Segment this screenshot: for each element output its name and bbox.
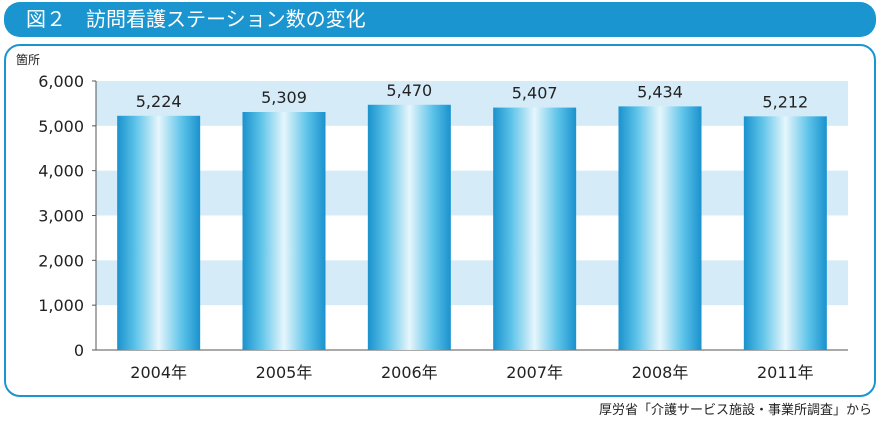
grid-band <box>96 81 848 126</box>
x-tick-label: 2011年 <box>757 363 814 382</box>
title-bar: 図２ 訪問看護ステーション数の変化 <box>4 2 876 37</box>
bar <box>117 115 201 350</box>
bar-value-label: 5,224 <box>136 92 182 111</box>
bar-value-label: 5,407 <box>512 84 558 103</box>
y-tick-label: 1,000 <box>38 296 84 315</box>
y-tick-label: 6,000 <box>38 72 84 91</box>
y-tick-label: 3,000 <box>38 207 84 226</box>
bar-value-label: 5,470 <box>386 81 432 100</box>
bar-value-label: 5,309 <box>261 88 307 107</box>
x-tick-label: 2008年 <box>632 363 689 382</box>
figure-title: 図２ 訪問看護ステーション数の変化 <box>26 7 366 31</box>
x-tick-label: 2007年 <box>506 363 563 382</box>
grid-band <box>96 260 848 306</box>
grid-band <box>96 170 848 216</box>
bar <box>367 104 451 351</box>
y-tick-label: 0 <box>74 341 84 360</box>
bar <box>743 116 827 350</box>
y-tick-label: 5,000 <box>38 117 84 136</box>
grid-bands <box>96 81 848 306</box>
x-tick-label: 2004年 <box>130 363 187 382</box>
axes <box>92 80 848 351</box>
labels: 0 1,000 2,000 3,000 4,000 5,000 6,000 箇所 5,224 20… <box>16 53 814 382</box>
x-tick-label: 2006年 <box>381 363 438 382</box>
bar-value-label: 5,434 <box>637 82 683 101</box>
x-tick-label: 2005年 <box>256 363 313 382</box>
bars <box>117 104 827 351</box>
y-tick-label: 2,000 <box>38 251 84 270</box>
y-tick-label: 4,000 <box>38 162 84 181</box>
bar <box>493 107 577 350</box>
bar-value-label: 5,212 <box>762 92 808 111</box>
bar <box>618 106 702 350</box>
source-note: 厚労省「介護サービス施設・事業所調査」から <box>598 403 872 418</box>
y-axis-unit-label: 箇所 <box>16 53 40 67</box>
bar <box>242 111 326 351</box>
